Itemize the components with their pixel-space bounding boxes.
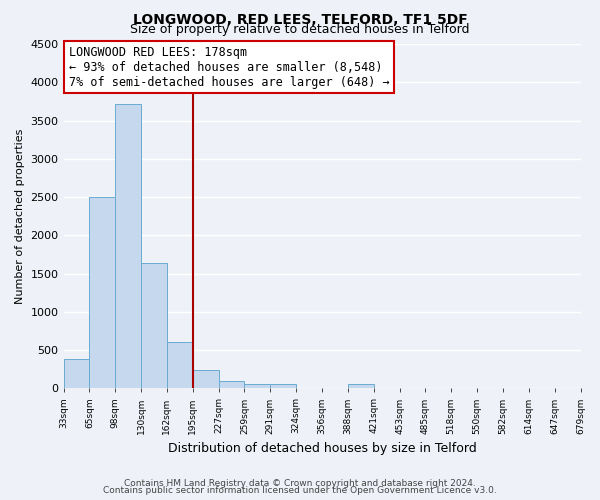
Y-axis label: Number of detached properties: Number of detached properties: [15, 128, 25, 304]
Bar: [89, 197, 115, 388]
Text: Contains public sector information licensed under the Open Government Licence v3: Contains public sector information licen…: [103, 486, 497, 495]
Bar: [115, 104, 141, 389]
Text: LONGWOOD, RED LEES, TELFORD, TF1 5DF: LONGWOOD, RED LEES, TELFORD, TF1 5DF: [133, 12, 467, 26]
Text: LONGWOOD RED LEES: 178sqm
← 93% of detached houses are smaller (8,548)
7% of sem: LONGWOOD RED LEES: 178sqm ← 93% of detac…: [69, 46, 389, 88]
Bar: [64, 359, 89, 388]
Text: Contains HM Land Registry data © Crown copyright and database right 2024.: Contains HM Land Registry data © Crown c…: [124, 478, 476, 488]
Bar: [244, 384, 271, 388]
Bar: [167, 342, 193, 388]
Bar: [193, 370, 218, 388]
Bar: [348, 384, 374, 388]
Bar: [141, 263, 167, 388]
X-axis label: Distribution of detached houses by size in Telford: Distribution of detached houses by size …: [167, 442, 476, 455]
Bar: [271, 384, 296, 388]
Text: Size of property relative to detached houses in Telford: Size of property relative to detached ho…: [130, 22, 470, 36]
Bar: [218, 380, 244, 388]
